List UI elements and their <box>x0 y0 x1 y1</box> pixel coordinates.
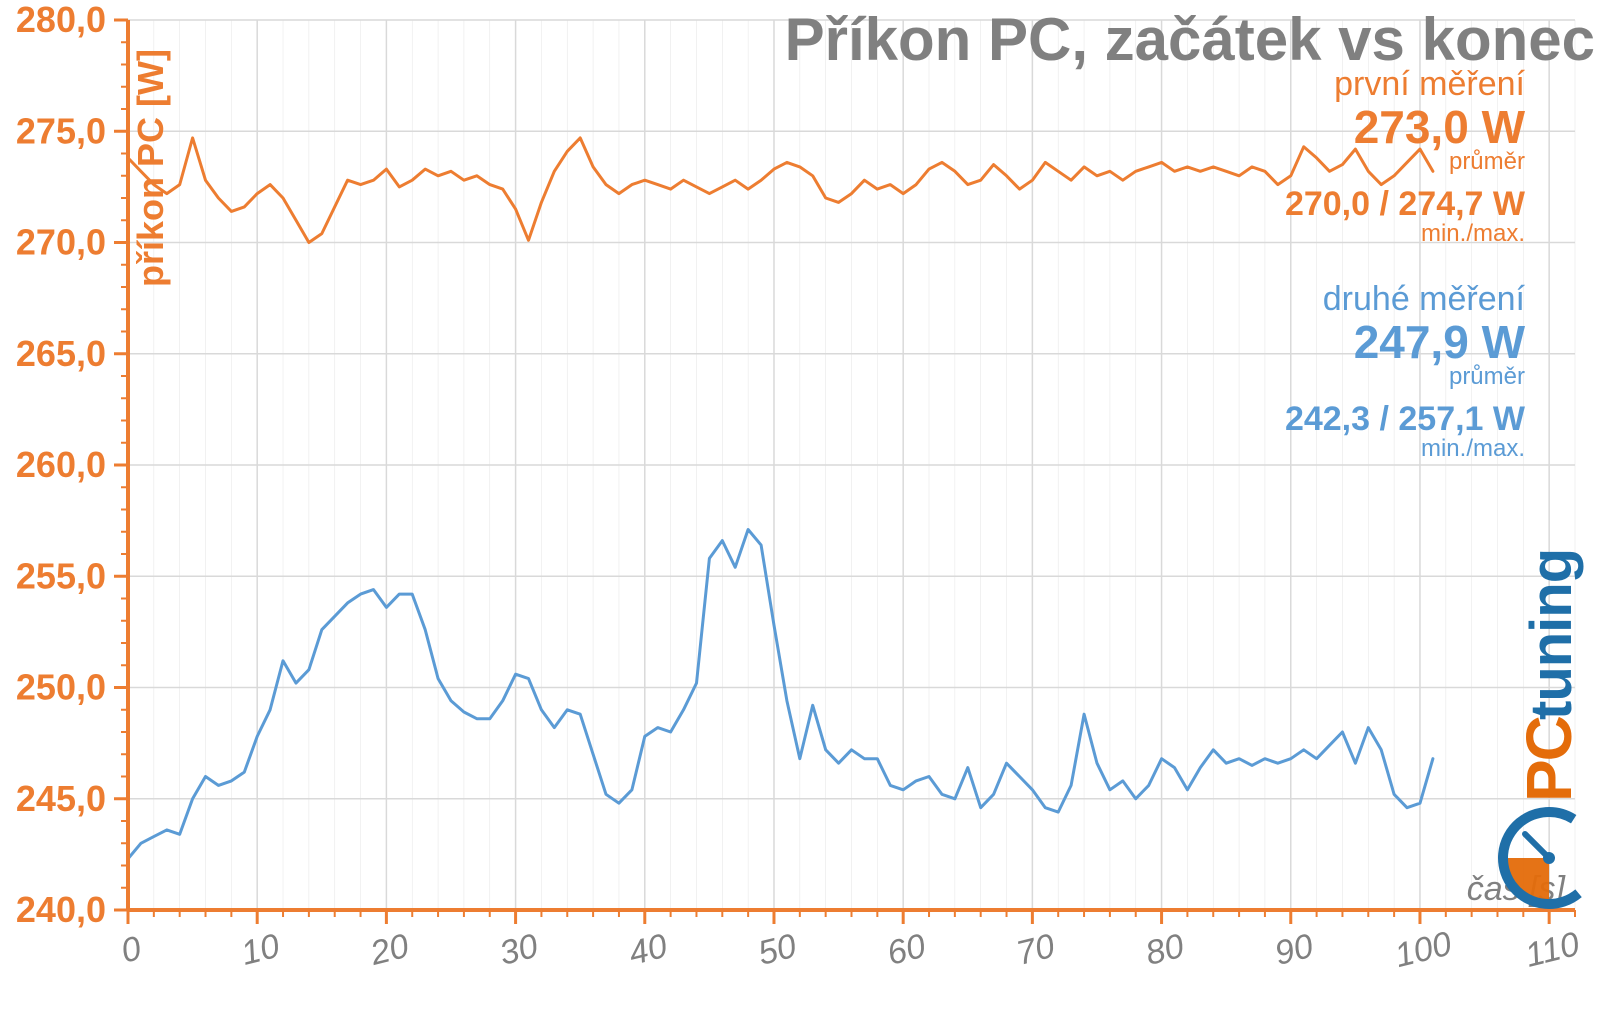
y-tick-label: 280,0 <box>16 0 106 40</box>
legend-series-avg-sub: průměr <box>1449 363 1525 390</box>
series-line-0 <box>128 138 1433 243</box>
y-tick-label: 245,0 <box>16 778 106 819</box>
logo-tuning-text: tuning <box>1519 549 1584 720</box>
x-tick-label: 110 <box>1521 925 1583 975</box>
legend-series-minmax: 242,3 / 257,1 W <box>1285 400 1526 438</box>
y-tick-label: 250,0 <box>16 667 106 708</box>
x-tick-label: 80 <box>1142 927 1188 973</box>
pctuning-logo: PCtuning <box>1484 549 1600 923</box>
y-tick-label: 275,0 <box>16 110 106 151</box>
chart-container: 240,0 245,0 250,0 255,0 260,0 265,0 270,0 275,0… <box>0 0 1600 1017</box>
logo-pc-text: PC <box>1513 716 1585 802</box>
legend-series-avg: 273,0 W <box>1354 101 1526 153</box>
x-tick-label: 40 <box>625 927 671 973</box>
x-tick-label: 20 <box>366 927 413 973</box>
x-tick-label: 0 <box>117 929 145 970</box>
x-tick-label: 30 <box>496 927 542 973</box>
y-tick-label: 260,0 <box>16 444 106 485</box>
legend-series-name: první měření <box>1334 65 1525 103</box>
chart-title: Příkon PC, začátek vs konec <box>785 6 1595 73</box>
y-axis-label: příkon PC [W] <box>130 49 171 287</box>
x-tick-label: 100 <box>1391 925 1455 976</box>
legend-series-minmax-sub: min./max. <box>1421 220 1525 247</box>
legend-series-avg-sub: průměr <box>1449 148 1525 175</box>
y-tick-label: 240,0 <box>16 889 106 930</box>
legend-series-name: druhé měření <box>1323 280 1526 318</box>
legend-series-minmax-sub: min./max. <box>1421 435 1525 462</box>
series-line-1 <box>128 530 1433 859</box>
y-tick-label: 265,0 <box>16 333 106 374</box>
x-tick-label: 50 <box>754 927 800 973</box>
legend-series-avg: 247,9 W <box>1354 316 1526 368</box>
y-tick-label: 270,0 <box>16 222 106 263</box>
x-tick-label: 10 <box>237 927 283 973</box>
x-tick-label: 60 <box>883 927 929 973</box>
legend-series-minmax: 270,0 / 274,7 W <box>1285 185 1526 223</box>
line-chart: 240,0 245,0 250,0 255,0 260,0 265,0 270,0 275,0… <box>0 0 1600 1017</box>
x-tick-label: 70 <box>1013 927 1059 973</box>
x-tick-label: 90 <box>1271 927 1317 973</box>
y-tick-label: 255,0 <box>16 555 106 596</box>
